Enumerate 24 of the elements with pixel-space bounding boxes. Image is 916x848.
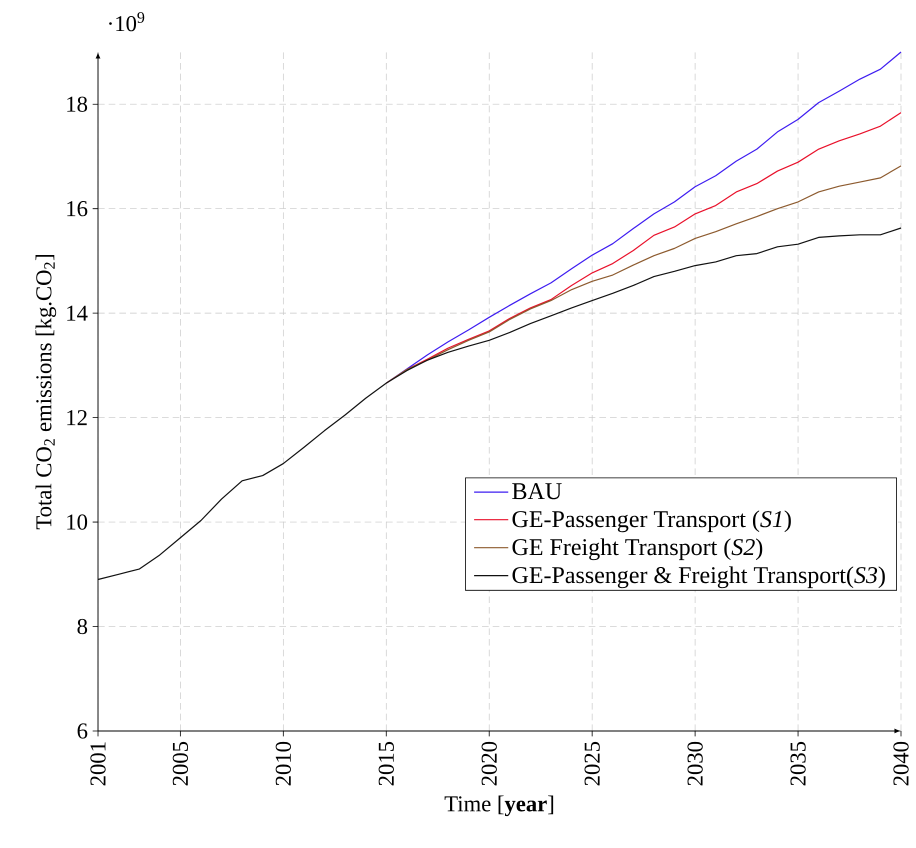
text: ·10$^{9}$ (109, 12, 144, 32)
x-tick-label: 2040 (893, 742, 909, 786)
y-tick-label: 12 (67, 410, 87, 426)
x-tick-label: 2035 (790, 742, 806, 786)
x-tick-label: 2025 (584, 742, 600, 786)
y-tick-label: 10 (67, 514, 88, 530)
legend-label: GE-Passenger Transport (S1) (512, 510, 791, 532)
y-tick-label: 6 (78, 723, 88, 739)
legend-label: GE Freight Transport (S2) (512, 538, 762, 560)
x-tick-label: 2010 (276, 742, 291, 786)
y-axis-title: Total CO$_{2}$ emissions [kg.CO$_{2}$] (36, 255, 56, 530)
y-tick-label: 8 (77, 618, 88, 634)
x-tick-label: 2015 (378, 742, 394, 786)
legend-label: BAU (512, 483, 562, 500)
legend-label: GE-Passenger & Freight Transport(S3) (512, 566, 885, 588)
x-tick-label: 2020 (482, 742, 497, 786)
y-tick-label: 18 (67, 96, 88, 112)
x-tick-label: 2001 (90, 742, 106, 786)
line-series (386, 51, 902, 384)
x-tick-label: 2030 (687, 742, 703, 786)
y-tick-label: 14 (67, 306, 88, 321)
y-tick-label: 16 (67, 201, 88, 216)
x-axis-title: Time [year] (444, 796, 554, 816)
x-tick-label: 2005 (172, 742, 188, 786)
